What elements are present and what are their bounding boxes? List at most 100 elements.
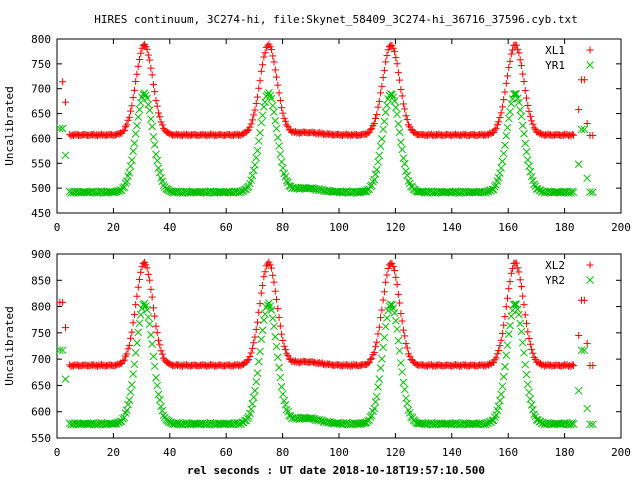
data-point <box>275 89 283 97</box>
data-point <box>275 313 283 321</box>
data-point <box>496 114 504 122</box>
data-point <box>506 107 514 116</box>
data-point <box>390 309 399 317</box>
data-point <box>509 300 518 309</box>
data-point <box>122 406 131 415</box>
x-tick-label: 160 <box>498 221 518 234</box>
y-tick-label: 900 <box>31 248 51 261</box>
data-point <box>131 348 140 357</box>
data-point <box>402 340 410 348</box>
data-point <box>374 103 382 111</box>
data-point <box>129 319 137 327</box>
data-point <box>501 362 509 371</box>
data-point <box>61 98 69 106</box>
data-point <box>135 55 143 63</box>
data-point <box>370 120 378 128</box>
x-tick-label: 20 <box>107 446 120 459</box>
data-point <box>59 78 67 86</box>
data-point <box>517 282 525 290</box>
data-point <box>379 343 387 352</box>
data-point <box>144 51 152 59</box>
data-point <box>506 278 514 286</box>
data-point <box>402 394 410 403</box>
y-tick-label: 750 <box>31 58 51 71</box>
data-point <box>514 45 522 53</box>
data-point <box>583 404 592 413</box>
data-point <box>515 268 523 276</box>
data-point <box>136 311 145 319</box>
data-point <box>157 118 165 126</box>
data-point <box>124 345 132 353</box>
data-point <box>59 298 67 306</box>
data-point <box>526 112 534 120</box>
data-point <box>147 330 155 339</box>
data-point <box>507 99 516 108</box>
data-point <box>147 64 155 72</box>
data-point <box>148 340 157 348</box>
data-point <box>145 320 154 329</box>
data-point <box>55 124 64 133</box>
data-point <box>260 53 268 61</box>
data-point <box>143 264 151 272</box>
data-point <box>124 400 132 409</box>
data-point <box>521 139 530 148</box>
data-point <box>404 177 413 185</box>
data-point <box>150 362 159 371</box>
data-point <box>246 409 254 418</box>
x-tick-label: 40 <box>163 446 176 459</box>
data-point <box>286 412 295 420</box>
data-point <box>522 147 531 156</box>
data-point <box>392 54 400 62</box>
data-point <box>389 44 397 52</box>
data-point <box>370 348 378 356</box>
data-point <box>358 187 367 196</box>
data-point <box>120 413 129 422</box>
y-tick-label: 600 <box>31 132 51 145</box>
y-tick-label: 850 <box>31 274 51 287</box>
data-point <box>399 326 407 334</box>
data-point <box>254 318 262 326</box>
data-point <box>134 62 142 70</box>
data-point <box>569 131 577 139</box>
data-point <box>257 118 266 127</box>
data-point <box>492 354 500 362</box>
data-point <box>395 128 404 137</box>
x-tick-label: 100 <box>329 446 349 459</box>
data-point <box>393 325 401 334</box>
data-point <box>55 346 64 355</box>
data-point <box>276 97 284 105</box>
data-point <box>378 355 386 363</box>
data-point <box>261 310 269 318</box>
data-point <box>270 322 278 331</box>
data-point <box>123 350 131 358</box>
data-point <box>394 290 402 298</box>
data-point <box>152 373 160 382</box>
data-point <box>272 124 281 133</box>
data-point <box>263 301 272 309</box>
y-tick-label: 600 <box>31 406 51 419</box>
y-tick-label: 650 <box>31 379 51 392</box>
data-point <box>143 94 151 103</box>
data-point <box>271 332 280 341</box>
data-point <box>129 147 137 156</box>
x-tick-label: 60 <box>220 446 233 459</box>
data-point <box>251 161 259 169</box>
data-point <box>132 301 140 309</box>
data-point <box>393 110 401 119</box>
data-point <box>156 341 164 349</box>
data-point <box>402 112 410 120</box>
y-tick-label: 700 <box>31 83 51 96</box>
x-tick-label: 120 <box>385 221 405 234</box>
data-point <box>397 310 405 318</box>
data-point <box>499 149 508 158</box>
data-point <box>130 86 138 94</box>
data-point <box>586 420 594 429</box>
data-point <box>496 169 504 177</box>
data-point <box>274 305 282 313</box>
data-point <box>272 342 281 351</box>
data-point <box>147 285 155 293</box>
data-point <box>518 121 527 130</box>
data-point <box>383 52 391 60</box>
data-point <box>517 327 526 336</box>
data-point <box>517 62 525 70</box>
